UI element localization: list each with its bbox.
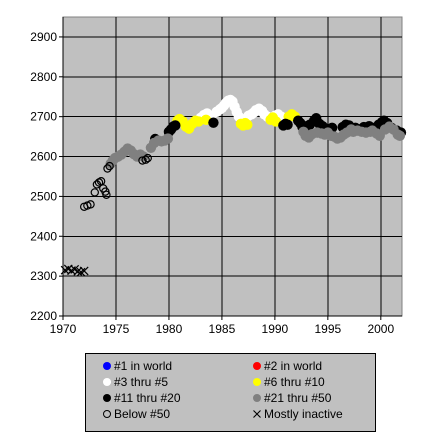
legend-label: Mostly inactive (264, 407, 343, 421)
x-tick-label: 1975 (103, 322, 130, 336)
y-tick-label: 2400 (30, 229, 57, 243)
y-tick-label: 2300 (30, 269, 57, 283)
legend-marker-11-thru-20 (103, 394, 111, 402)
legend-marker-1-in-world (103, 362, 111, 370)
legend-marker-below-50 (103, 410, 111, 418)
legend-label: #1 in world (114, 359, 173, 373)
legend-marker-mostly-inactive (253, 410, 261, 418)
legend-label: #3 thru #5 (114, 375, 169, 389)
legend: #1 in world #2 in world #3 thru #5 #6 thru … (85, 353, 376, 432)
legend-label: #21 thru #50 (264, 391, 332, 405)
series-21-thru-50 (105, 121, 406, 169)
legend-item-2-in-world: #2 in world (252, 359, 322, 373)
x-tick-label: 1985 (209, 322, 236, 336)
legend-label: #11 thru #20 (114, 391, 181, 405)
data-point (86, 200, 95, 209)
data-point (105, 161, 114, 171)
y-tick-label: 2900 (30, 30, 57, 44)
data-point (138, 156, 147, 165)
data-point (394, 130, 406, 142)
data-point (90, 188, 99, 197)
data-point (282, 119, 293, 130)
y-tick-label: 2800 (30, 70, 57, 84)
data-point (143, 153, 152, 163)
plot-area (62, 16, 403, 317)
legend-marker-21-thru-50 (253, 394, 261, 402)
data-point (170, 120, 181, 131)
data-points (60, 94, 407, 277)
x-tick-label: 1990 (262, 322, 289, 336)
legend-item-6-thru-10: #6 thru #10 (252, 375, 325, 389)
series-mostly-inactive (60, 264, 89, 277)
legend-marker-6-thru-10 (253, 378, 261, 386)
legend-item-21-thru-50: #21 thru #50 (252, 391, 331, 405)
legend-marker-3-thru-5 (103, 378, 111, 386)
x-tick-label: 1995 (314, 322, 341, 336)
series-below-50 (79, 153, 152, 211)
legend-item-3-thru-5: #3 thru #5 (102, 375, 168, 389)
x-tick-label: 2000 (367, 322, 394, 336)
data-point (162, 133, 174, 144)
data-point (102, 190, 111, 200)
legend-item-1-in-world: #1 in world (102, 359, 172, 373)
y-axis-ticks: 2200 2300 2400 2500 2600 2700 2800 2900 (30, 30, 63, 323)
data-point (208, 117, 219, 128)
data-point (141, 155, 150, 164)
data-point (79, 266, 89, 276)
x-axis-ticks: 1970 1975 1980 1985 1990 1995 2000 (50, 316, 394, 336)
legend-label: Below #50 (114, 407, 171, 421)
legend-item-mostly-inactive: Mostly inactive (252, 407, 343, 421)
data-point (242, 119, 253, 130)
legend-label: #6 thru #10 (264, 375, 325, 389)
y-tick-label: 2600 (30, 150, 57, 164)
x-tick-label: 1970 (50, 322, 77, 336)
data-point (76, 267, 86, 277)
legend-label: #2 in world (264, 359, 323, 373)
legend-item-below-50: Below #50 (102, 407, 170, 421)
y-tick-label: 2200 (30, 309, 57, 323)
y-tick-label: 2700 (30, 110, 57, 124)
data-point (103, 164, 112, 173)
legend-marker-2-in-world (253, 362, 261, 370)
y-tick-label: 2500 (30, 189, 57, 203)
x-tick-label: 1980 (156, 322, 183, 336)
legend-item-11-thru-20: #11 thru #20 (102, 391, 181, 405)
